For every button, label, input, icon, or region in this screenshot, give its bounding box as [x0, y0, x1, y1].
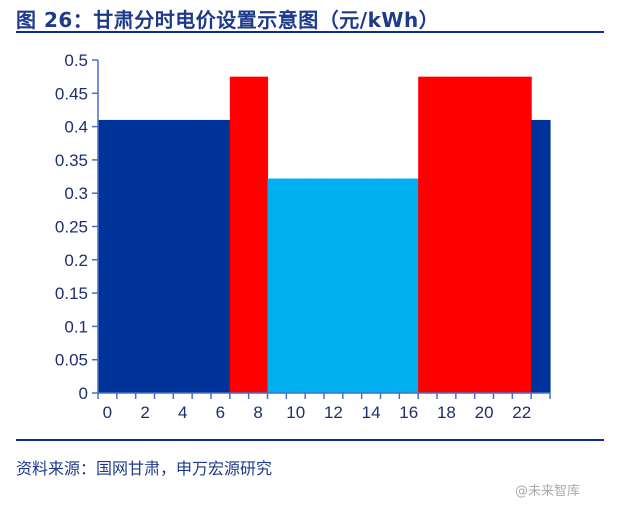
bar-hour-10: [286, 178, 306, 393]
title-rule: [16, 31, 604, 33]
source-rule: [16, 439, 604, 441]
bar-hour-17: [418, 76, 438, 394]
bar-hour-6: [211, 119, 231, 393]
x-tick-label: 18: [437, 403, 456, 422]
source-note: 资料来源：国网甘肃，申万宏源研究: [16, 459, 273, 478]
x-tick-label: 16: [399, 403, 418, 422]
bar-hour-15: [380, 178, 400, 393]
bar-hour-2: [135, 119, 156, 393]
x-tick-label: 0: [103, 403, 112, 422]
y-tick-label: 0: [79, 384, 88, 403]
bar-hour-0: [98, 119, 118, 393]
bar-hour-21: [493, 76, 513, 394]
y-tick-label: 0.2: [64, 251, 88, 270]
bar-hour-23: [531, 119, 551, 393]
chart-title: 图 26：甘肃分时电价设置示意图（元/kWh）: [16, 8, 440, 32]
x-tick-label: 14: [362, 403, 381, 422]
chart: 0 0.05 0.1 0.15 0.2 0.25 0.3 0.35 0.4 0.45 0.5 0 2 4 6…: [55, 51, 551, 422]
y-tick-label: 0.15: [55, 284, 88, 303]
bar-hour-19: [455, 76, 476, 394]
y-tick-label: 0.05: [55, 351, 88, 370]
bar-hour-7: [229, 76, 250, 394]
y-tick-label: 0.25: [55, 218, 88, 237]
x-tick-label: 10: [286, 403, 305, 422]
bar-hour-22: [512, 76, 532, 394]
x-tick-label: 8: [253, 403, 262, 422]
bar-hour-20: [474, 76, 495, 394]
y-tick-label: 0.4: [64, 118, 88, 137]
watermark: @未来智库: [515, 484, 581, 499]
bar-hour-9: [267, 178, 287, 393]
y-tick-label: 0.35: [55, 151, 88, 170]
bar-hour-8: [248, 76, 269, 394]
x-tick-label: 20: [475, 403, 494, 422]
bar-hour-1: [116, 119, 137, 393]
y-tick-label: 0.45: [55, 84, 88, 103]
bar-hour-4: [173, 119, 193, 393]
bar-hour-16: [399, 178, 419, 393]
bar-hour-13: [342, 178, 363, 393]
bar-hour-5: [192, 119, 212, 393]
y-tick-label: 0.5: [64, 51, 88, 70]
bar-hour-18: [437, 76, 457, 394]
bar-hour-12: [324, 178, 344, 393]
y-tick-label: 0.3: [64, 184, 88, 203]
x-tick-label: 6: [216, 403, 225, 422]
x-tick-label: 4: [178, 403, 187, 422]
x-tick-label: 2: [140, 403, 149, 422]
x-tick-label: 12: [324, 403, 343, 422]
x-tick-label: 22: [512, 403, 531, 422]
y-tick-label: 0.1: [64, 317, 88, 336]
bar-hour-3: [154, 119, 174, 393]
bar-hour-11: [305, 178, 325, 393]
bar-hour-14: [361, 178, 382, 393]
